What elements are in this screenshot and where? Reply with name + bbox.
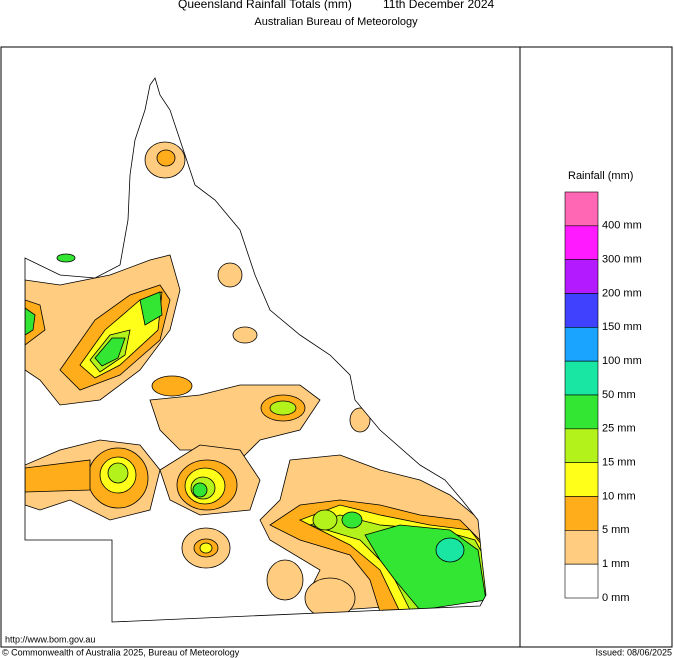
- date: 11th December 2024: [383, 0, 495, 11]
- legend-label: 150 mm: [602, 321, 642, 333]
- legend-label: 50 mm: [602, 389, 636, 401]
- legend-swatch: [564, 293, 599, 328]
- legend-swatch: [564, 191, 599, 227]
- island: [56, 253, 76, 263]
- legend-label: 15 mm: [602, 457, 636, 469]
- legend-label: 5 mm: [602, 524, 630, 536]
- legend-swatch: [564, 394, 599, 430]
- legend-swatch: [564, 360, 599, 396]
- legend-swatch: [564, 428, 599, 463]
- legend: 400 mm 300 mm 200 mm 150 mm 100 mm 50 mm 25 mm…: [564, 191, 642, 604]
- subtitle: Australian Bureau of Meteorology: [254, 16, 418, 28]
- legend-label: 10 mm: [602, 490, 636, 502]
- legend-swatch: [564, 327, 599, 362]
- legend-label: 25 mm: [602, 423, 636, 435]
- state-outline: [24, 77, 487, 623]
- legend-swatch: [564, 563, 599, 599]
- legend-label: 200 mm: [602, 287, 642, 299]
- legend-swatch: [564, 530, 599, 565]
- rainfall-map: [25, 141, 486, 619]
- legend-label: 100 mm: [602, 355, 642, 367]
- legend-swatch: [564, 225, 599, 260]
- legend-swatch: [564, 462, 599, 497]
- footer-issued: Issued: 08/06/2025: [595, 647, 672, 657]
- footer-copyright: © Commonwealth of Australia 2025, Bureau…: [2, 647, 240, 657]
- legend-label: 0 mm: [602, 592, 630, 604]
- frame: [0, 46, 673, 648]
- legend-label: 400 mm: [602, 220, 642, 232]
- footer-url: http://www.bom.gov.au: [5, 634, 95, 644]
- legend-swatch: [564, 259, 599, 294]
- legend-swatch: [564, 496, 599, 531]
- legend-title: Rainfall (mm): [568, 170, 633, 182]
- legend-label: 1 mm: [602, 558, 630, 570]
- title: Queensland Rainfall Totals (mm): [178, 0, 352, 11]
- legend-label: 300 mm: [602, 254, 642, 266]
